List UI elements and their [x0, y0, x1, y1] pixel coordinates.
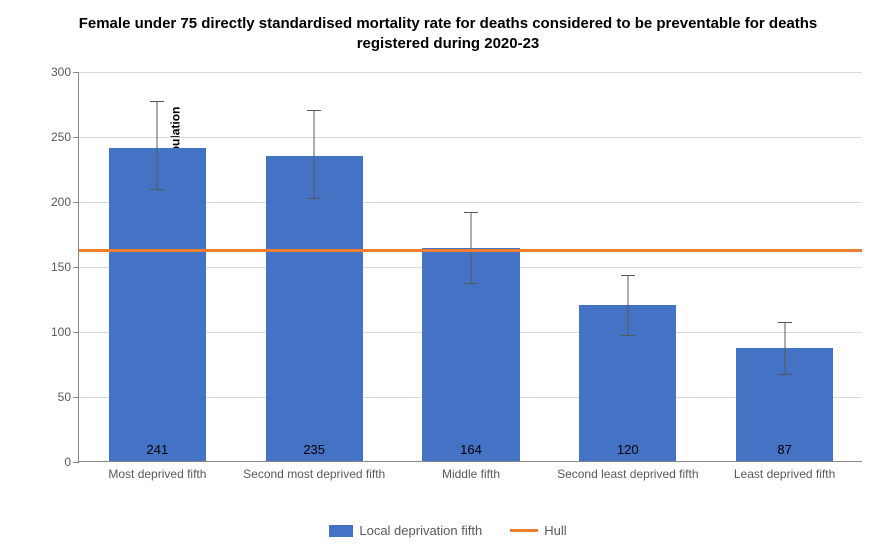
error-bar-group — [266, 72, 363, 462]
legend: Local deprivation fifth Hull — [0, 523, 896, 538]
error-bar-cap-top — [778, 322, 792, 323]
legend-item-bars: Local deprivation fifth — [329, 523, 482, 538]
y-tick-label: 250 — [51, 130, 79, 144]
error-bar-stem — [784, 322, 785, 374]
error-bar-group — [109, 72, 206, 462]
x-tick-label: Least deprived fifth — [706, 461, 863, 481]
legend-label-bars: Local deprivation fifth — [359, 523, 482, 538]
legend-swatch-line — [510, 529, 538, 532]
error-bar-cap-bottom — [150, 189, 164, 190]
error-bar-cap-bottom — [621, 335, 635, 336]
chart-title: Female under 75 directly standardised mo… — [0, 14, 896, 53]
hull-reference-line — [79, 249, 862, 252]
x-tick-label: Second least deprived fifth — [549, 461, 706, 481]
legend-item-hull: Hull — [510, 523, 566, 538]
error-bar-cap-bottom — [778, 374, 792, 375]
chart-container: Female under 75 directly standardised mo… — [0, 0, 896, 548]
error-bar-cap-bottom — [307, 198, 321, 199]
error-bar-group — [422, 72, 519, 462]
y-tick-label: 200 — [51, 195, 79, 209]
error-bar-stem — [157, 101, 158, 189]
x-tick-label: Middle fifth — [393, 461, 550, 481]
x-tick-label: Most deprived fifth — [79, 461, 236, 481]
plot-area: 050100150200250300241Most deprived fifth… — [78, 72, 862, 462]
y-tick-label: 150 — [51, 260, 79, 274]
x-tick-label: Second most deprived fifth — [236, 461, 393, 481]
y-tick-label: 300 — [51, 65, 79, 79]
legend-label-hull: Hull — [544, 523, 566, 538]
y-tick-label: 0 — [64, 455, 79, 469]
y-tick-label: 100 — [51, 325, 79, 339]
error-bar-stem — [627, 275, 628, 335]
error-bar-cap-top — [307, 110, 321, 111]
error-bar-stem — [314, 110, 315, 198]
error-bar-cap-top — [621, 275, 635, 276]
error-bar-cap-bottom — [464, 283, 478, 284]
legend-swatch-bar — [329, 525, 353, 537]
error-bar-stem — [470, 212, 471, 282]
error-bar-group — [579, 72, 676, 462]
error-bar-cap-top — [150, 101, 164, 102]
y-tick-label: 50 — [58, 390, 79, 404]
error-bar-cap-top — [464, 212, 478, 213]
error-bar-group — [736, 72, 833, 462]
